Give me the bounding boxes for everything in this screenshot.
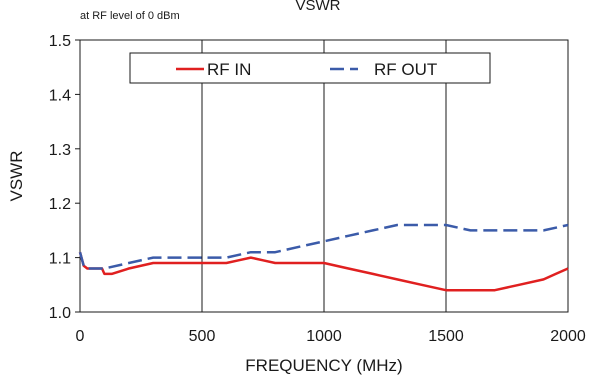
legend-label-rf-in: RF IN [207,60,251,79]
chart-subtitle: at RF level of 0 dBm [80,10,180,22]
y-tick-label-3: 1.3 [49,142,71,159]
y-tick-label-5: 1.5 [49,33,71,50]
y-tick-label-2: 1.2 [49,196,71,213]
x-tick-label-1: 500 [189,328,216,345]
series-lines [78,223,569,292]
x-axis-ticks: 0 500 1000 1500 2000 [76,328,586,345]
x-tick-label-2: 1000 [306,328,342,345]
legend-label-rf-out: RF OUT [374,60,437,79]
y-tick-label-4: 1.4 [49,87,71,104]
x-axis-label: FREQUENCY (MHz) [245,356,402,375]
y-axis-ticks: 1.0 1.1 1.2 1.3 1.4 1.5 [49,33,80,322]
y-axis-label: VSWR [7,151,26,202]
plot-area-frame [79,39,569,313]
x-tick-label-3: 1500 [428,328,464,345]
y-tick-label-1: 1.1 [49,251,71,268]
y-tick-label-0: 1.0 [49,305,71,322]
grid-lines [201,40,447,312]
chart-title: VSWR [296,0,341,14]
x-tick-label-0: 0 [76,328,85,345]
x-tick-label-4: 2000 [550,328,586,345]
series-line-rf-in [78,251,569,292]
series-line-rf-out [78,223,569,270]
legend: RF IN RF OUT [129,52,491,84]
